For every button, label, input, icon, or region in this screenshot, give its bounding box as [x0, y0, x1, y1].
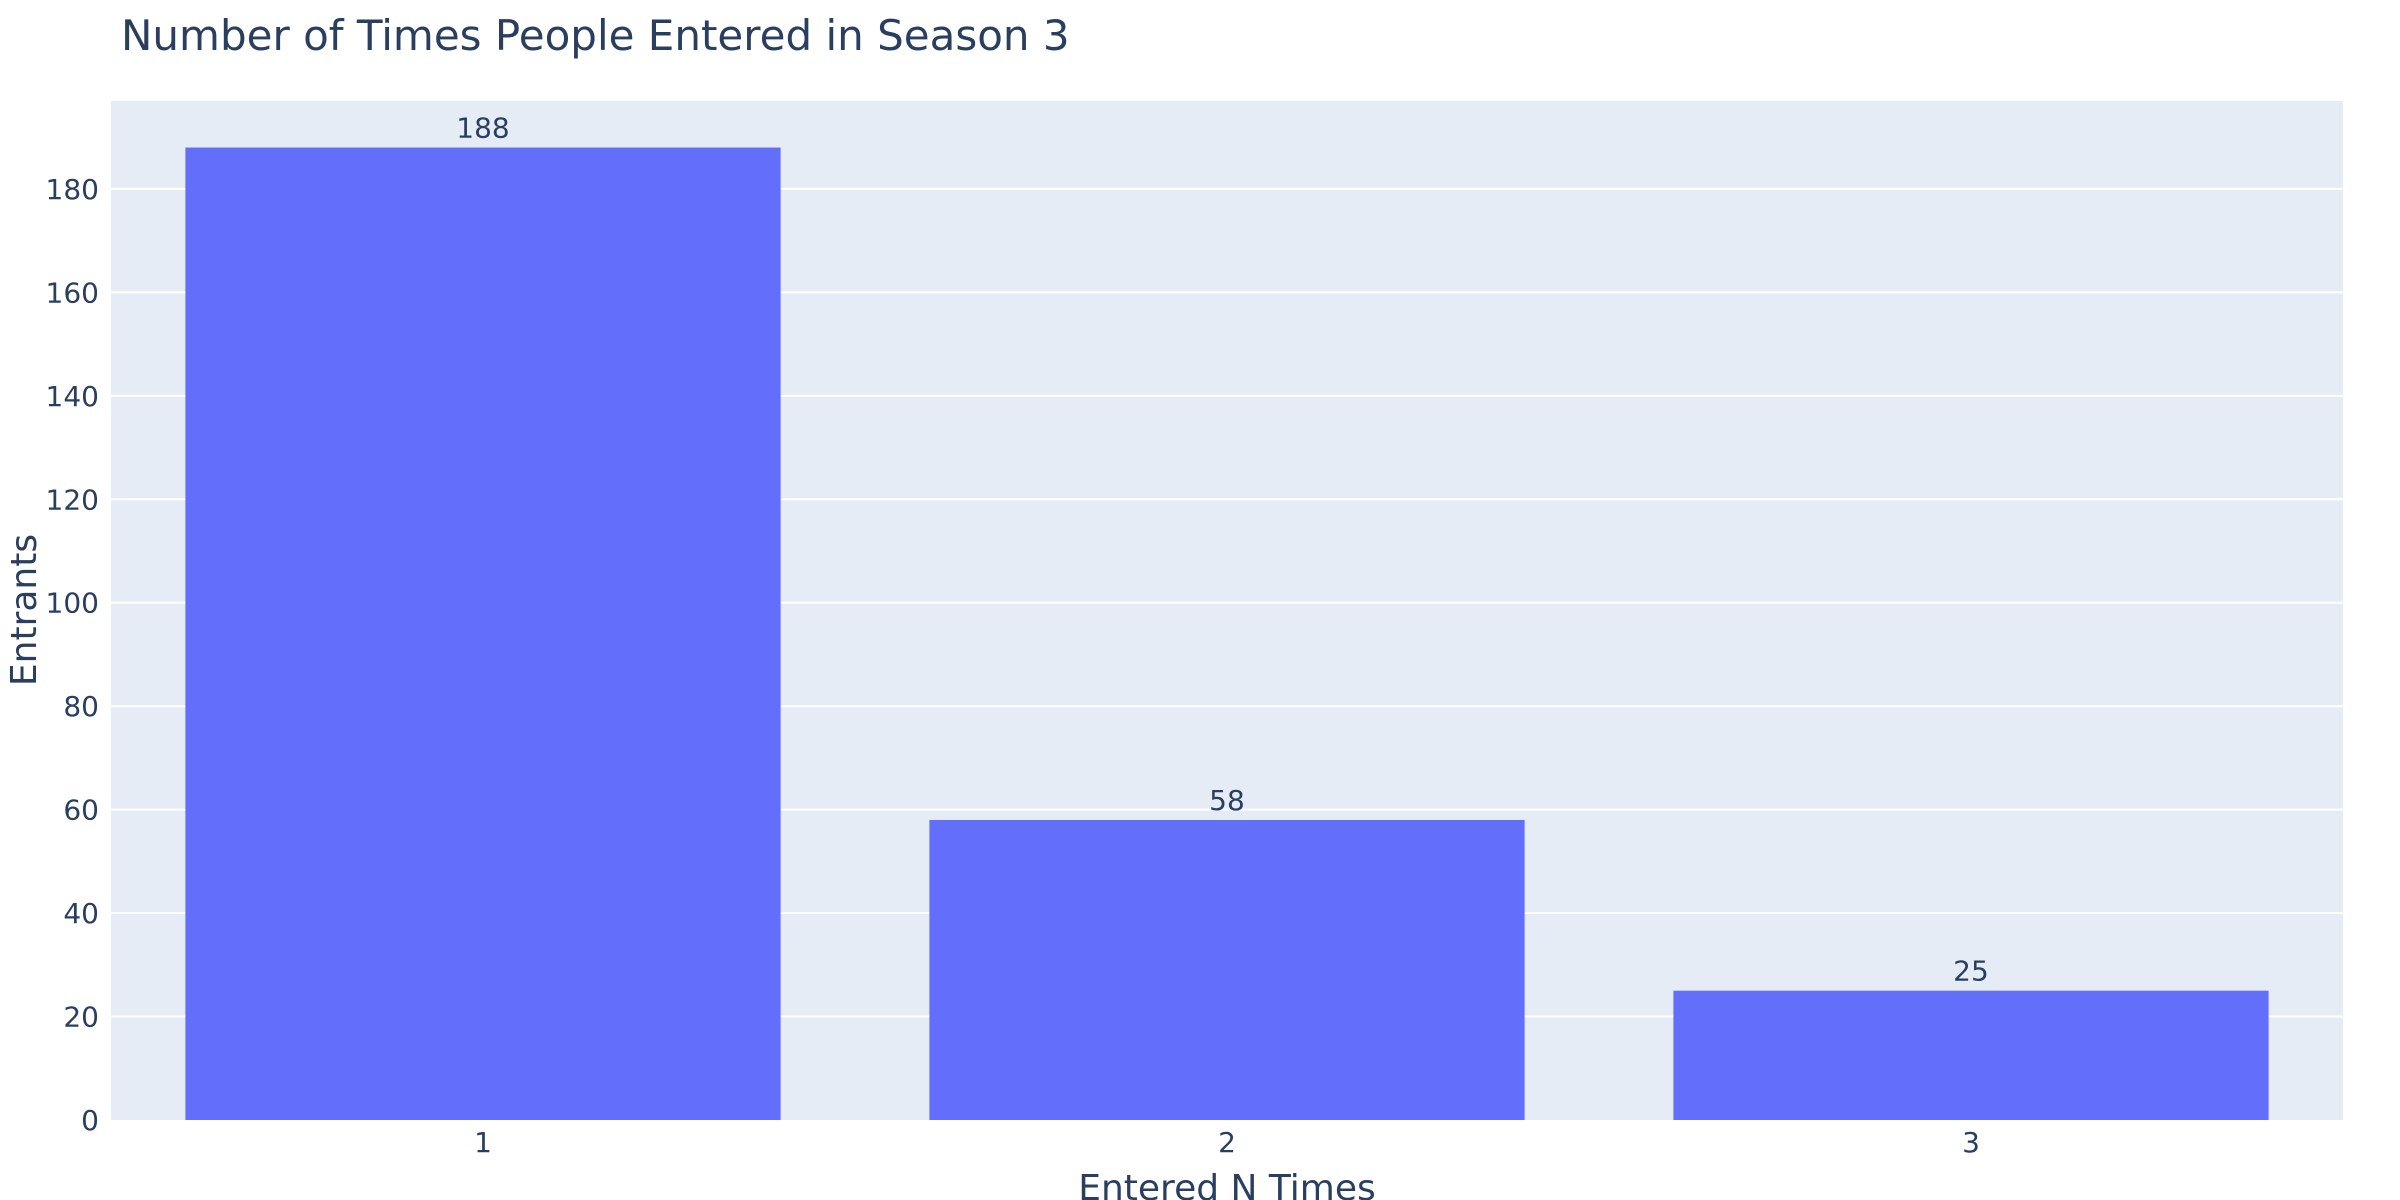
- y-tick-label: 80: [63, 690, 99, 723]
- bars: [185, 147, 2269, 1121]
- chart-title: Number of Times People Entered in Season…: [121, 11, 1070, 60]
- x-tick-label: 1: [474, 1126, 492, 1159]
- y-tick-label: 20: [63, 1001, 99, 1034]
- x-axis-title: Entered N Times: [1078, 1168, 1376, 1200]
- data-labels: 188 58 25: [456, 112, 1989, 988]
- y-tick-label: 120: [46, 483, 99, 516]
- bar-value-label: 58: [1209, 784, 1245, 817]
- bar-value-label: 188: [456, 112, 509, 145]
- y-tick-label: 180: [46, 173, 99, 206]
- x-axis-ticks: 1 2 3: [474, 1126, 1980, 1159]
- y-axis-ticks: 0 20 40 60 80 100 120 140 160 180: [46, 173, 99, 1137]
- bar[interactable]: [1673, 990, 2269, 1120]
- y-tick-label: 140: [46, 380, 99, 413]
- y-axis-title: Entrants: [4, 534, 45, 686]
- y-tick-label: 100: [46, 587, 99, 620]
- bar[interactable]: [185, 147, 781, 1121]
- x-tick-label: 2: [1218, 1126, 1236, 1159]
- y-tick-label: 160: [46, 276, 99, 309]
- y-tick-label: 60: [63, 794, 99, 827]
- y-tick-label: 0: [81, 1104, 99, 1137]
- y-tick-label: 40: [63, 897, 99, 930]
- bar[interactable]: [929, 819, 1525, 1120]
- bar-value-label: 25: [1953, 955, 1989, 988]
- x-tick-label: 3: [1962, 1126, 1980, 1159]
